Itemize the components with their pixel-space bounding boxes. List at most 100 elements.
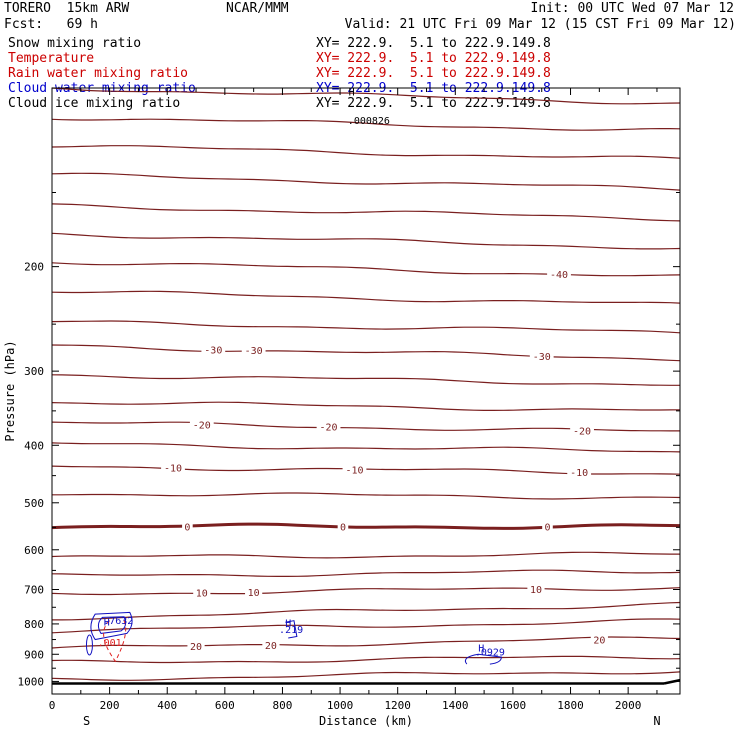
isotherm-label: 10 [196,588,208,599]
terrain-rise-line [663,678,681,685]
isotherm-line [51,232,681,250]
legend-entry-name: Snow mixing ratio [8,36,142,51]
isotherm-label-bg [570,425,594,437]
cloud-water-label: .7632 [103,616,133,627]
isotherm-label-bg [527,583,545,595]
isotherm-label-bg [337,521,349,533]
legend-entry-xy: XY= 222.9. 5.1 to 222.9.149.8 [316,66,551,81]
isotherm-label: -30 [533,352,551,363]
isotherm-label: -30 [204,345,222,356]
cloud-water-contour [285,620,298,639]
isotherm-line [51,344,681,362]
isotherm-label: -40 [550,270,568,281]
isotherm-label: 0 [544,522,550,533]
isotherm-label: -20 [193,421,211,432]
isotherm-line [51,262,681,277]
isotherm-label-bg [187,641,205,653]
x-tick-label: 0 [49,699,56,712]
isotherm-line [51,587,681,596]
isotherm-label-bg [262,639,280,651]
x-tick-label: 1800 [557,699,584,712]
isotherm-line [51,172,681,191]
init-time: Init: 00 UTC Wed 07 Mar 12 [530,1,735,16]
isotherm-label-bg [241,345,266,357]
cloud-water-label: H [285,618,291,629]
isotherm-label-bg [590,634,608,646]
isotherm-label: 20 [593,635,605,646]
x-tick-label: 1200 [384,699,411,712]
legend-entry-name: Cloud ice mixing ratio [8,96,181,111]
isotherm-label: -10 [345,466,363,477]
isotherm-label: -10 [164,464,182,475]
y-tick-label: 600 [24,544,44,557]
isotherm-label-bg [342,464,367,476]
rain-water-contour [103,620,127,663]
y-tick-label: 200 [24,261,44,274]
isotherm-label-bg [547,268,571,280]
isotherm-label: 0 [184,522,190,533]
isotherm-line [51,118,681,131]
isotherm-line [51,145,681,159]
x-tick-label: 1000 [327,699,354,712]
isotherm-line [52,601,681,621]
isotherm-line [51,551,680,559]
x-axis-title: Distance (km) [319,714,413,728]
y-tick-label: 800 [24,618,44,631]
isotherm-label: -20 [573,427,591,438]
isotherm-line [51,203,681,222]
isotherm-line [51,636,681,649]
cloud-water-contour [97,616,127,634]
isotherm-label: -20 [320,423,338,434]
x-tick-label: 600 [215,699,235,712]
isotherm-label-bg [316,421,341,433]
south-label: S [83,714,90,728]
isotherm-line [51,290,681,304]
isotherm-label: 20 [190,642,202,653]
isotherm-line [51,569,681,577]
y-axis-title: Pressure (hPa) [3,340,17,441]
x-tick-label: 2000 [615,699,642,712]
legend-entry-name: Temperature [8,51,95,66]
y-tick-label: 300 [24,365,44,378]
cloud-water-label: .0929 [475,648,505,659]
y-tick-label: 500 [24,497,44,510]
isotherm-line [51,618,681,634]
plot-frame [51,87,681,695]
forecast-hour: Fcst: 69 h [4,17,98,32]
cloud-water-contour [464,653,502,665]
rain-water-label: .001 [98,638,122,649]
legend-entry-xy: XY= 222.9. 5.1 to 222.9.149.8 [316,36,551,51]
cloud-water-contour [85,634,93,656]
isotherm-label: 20 [265,641,277,652]
isotherm-line [51,87,681,105]
isotherm-line [51,671,681,681]
isotherm-line [51,442,681,453]
isotherm-label-bg [567,467,592,479]
x-tick-label: 400 [157,699,177,712]
legend-entry-xy: XY= 222.9. 5.1 to 222.9.149.8 [316,51,551,66]
isotherm-label-bg [542,521,553,533]
cloud-water-label: H [478,643,484,654]
x-tick-label: 1400 [442,699,469,712]
isotherm-line [51,522,681,530]
isotherm-label: -10 [570,468,588,479]
isotherm-label-bg [245,586,263,598]
isotherm-line [51,320,681,334]
cloud-water-contour [90,611,133,641]
isotherm-label: -30 [245,346,263,357]
isotherm-label: 10 [248,588,260,599]
isotherm-line [51,374,680,386]
isotherm-line [52,492,681,500]
isotherm-label-bg [189,419,214,431]
legend-entry-xy: XY= 222.9. 5.1 to 222.9.149.8 [316,96,551,111]
legend-entry-name: Rain water mixing ratio [8,66,189,81]
y-tick-label: 900 [24,648,44,661]
north-label: N [653,714,660,728]
isotherm-label-bg [182,521,193,533]
isotherm-label: 10 [530,585,542,596]
cloud-water-label: H [104,618,110,629]
x-tick-label: 800 [273,699,293,712]
cloud-water-label: .219 [279,625,303,636]
x-tick-label: 1600 [500,699,527,712]
snow-max-label: H [349,88,355,99]
